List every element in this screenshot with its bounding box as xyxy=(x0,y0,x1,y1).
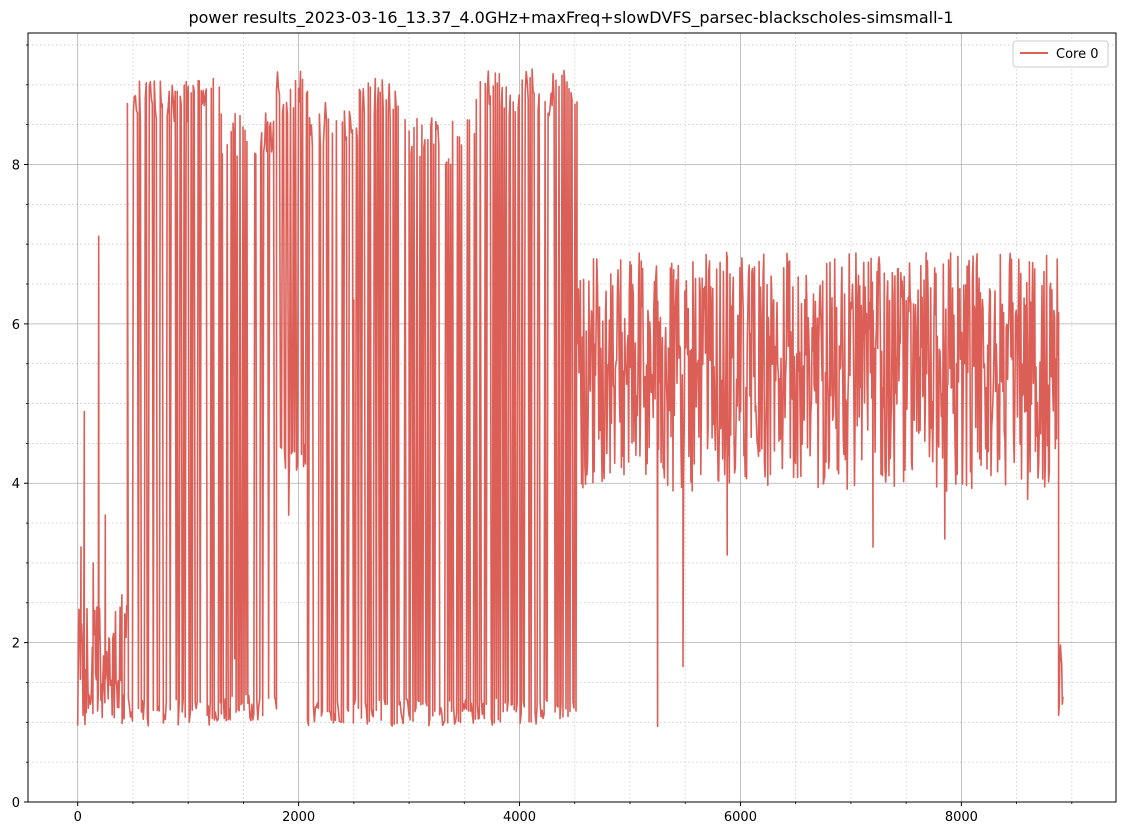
x-axis: 0 2000 4000 6000 8000 xyxy=(74,802,1073,825)
plot-frame xyxy=(27,32,1117,803)
chart-title: power results_2023-03-16_13.37_4.0GHz+ma… xyxy=(188,8,953,28)
x-tick-label: 0 xyxy=(74,810,82,825)
y-tick-label: 6 xyxy=(12,318,20,333)
series-layer xyxy=(76,68,1064,728)
legend: Core 0 xyxy=(1012,40,1109,68)
y-tick-label: 8 xyxy=(12,158,20,173)
y-tick-label: 0 xyxy=(12,796,20,811)
y-tick-label: 4 xyxy=(12,477,20,492)
x-tick-label: 6000 xyxy=(724,810,757,825)
x-tick-label: 4000 xyxy=(503,810,536,825)
y-tick-label: 2 xyxy=(12,637,20,652)
x-tick-label: 2000 xyxy=(282,810,315,825)
x-tick-label: 8000 xyxy=(945,810,978,825)
legend-label-core-0: Core 0 xyxy=(1056,47,1099,62)
y-axis: 0 2 4 6 8 xyxy=(12,44,28,811)
series-line-core-0 xyxy=(76,68,1064,728)
legend-box xyxy=(1012,40,1109,68)
